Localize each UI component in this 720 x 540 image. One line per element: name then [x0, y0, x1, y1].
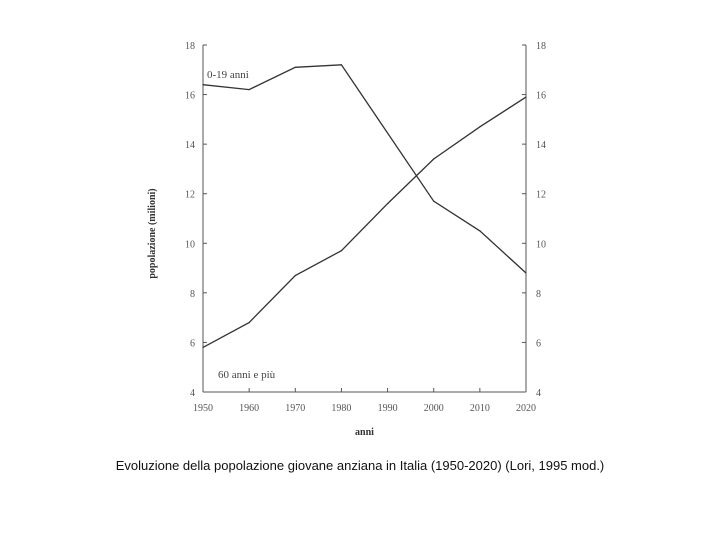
x-axis-title: anni [355, 427, 374, 438]
series-point-0 [433, 200, 435, 202]
series-point-0 [248, 89, 250, 91]
y-tick-label-left: 18 [185, 41, 195, 52]
series-line-1 [202, 96, 527, 348]
y-tick-label-right: 10 [536, 239, 546, 250]
series-line-0 [202, 64, 527, 274]
series-point-1 [294, 274, 296, 277]
y-tick-label-left: 4 [190, 388, 195, 399]
series-annotations: 0-19 anni 60 anni e più [207, 69, 276, 381]
series-lines [202, 64, 527, 348]
y-tick-label-right: 8 [536, 289, 541, 300]
y-axis-title: popolazione (milioni) [147, 188, 158, 278]
series-point-0 [294, 66, 296, 68]
y-tick-label-right: 18 [536, 41, 546, 52]
series-point-0 [479, 230, 481, 232]
x-tick-label: 2000 [424, 403, 444, 414]
annotation-60-anni-e-piu: 60 anni e più [218, 369, 276, 381]
y-tick-label-left: 6 [190, 338, 195, 349]
series-point-1 [525, 96, 527, 98]
series-point-1 [479, 126, 481, 128]
y-tick-label-left: 14 [185, 140, 195, 151]
y-tick-label-right: 14 [536, 140, 546, 151]
y-tick-label-left: 12 [185, 190, 195, 201]
x-tick-label: 1970 [285, 403, 305, 414]
y-tick-label-right: 16 [536, 91, 546, 102]
series-point-0 [202, 84, 204, 86]
plot-frame [202, 45, 527, 393]
x-tick-label: 1990 [378, 403, 398, 414]
x-tick-label: 2010 [470, 403, 490, 414]
y-tick-label-left: 16 [185, 91, 195, 102]
figure-caption: Evoluzione della popolazione giovane anz… [115, 458, 605, 473]
y-tick-label-right: 4 [536, 388, 541, 399]
series-point-0 [525, 272, 527, 274]
series-point-1 [386, 203, 389, 205]
x-tick-label: 1950 [193, 403, 213, 414]
y-tick-label-left: 10 [185, 239, 195, 250]
axis-ticks: 4 4 6 6 8 8 10 10 12 12 14 14 16 16 18 18 1950 1960 1970 19… [185, 41, 546, 414]
x-tick-label: 2020 [516, 403, 536, 414]
series-point-1 [433, 158, 435, 160]
series-point-1 [202, 346, 204, 348]
series-point-0 [340, 64, 343, 66]
x-tick-label: 1980 [331, 403, 351, 414]
y-tick-label-left: 8 [190, 289, 195, 300]
series-point-1 [248, 322, 250, 324]
y-tick-label-right: 6 [536, 338, 541, 349]
y-tick-label-right: 12 [536, 190, 546, 201]
series-point-1 [340, 250, 343, 252]
x-tick-label: 1960 [239, 403, 259, 414]
annotation-0-19-anni: 0-19 anni [207, 69, 249, 81]
